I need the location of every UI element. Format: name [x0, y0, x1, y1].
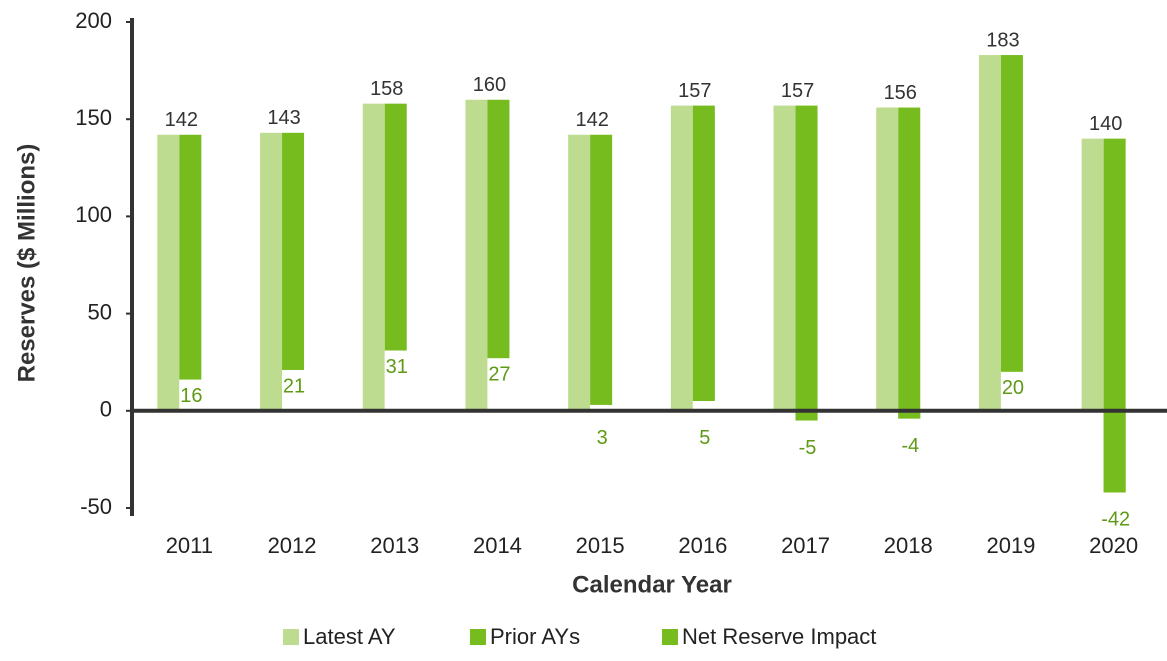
latest-ay-bar: [773, 105, 796, 411]
y-tick-label: 0: [100, 397, 112, 422]
total-label: 156: [884, 82, 917, 104]
legend-label: Net Reserve Impact: [682, 624, 876, 649]
legend-label: Prior AYs: [490, 624, 580, 649]
latest-ay-bar: [670, 105, 693, 411]
latest-ay-bar: [876, 107, 899, 411]
prior-ays-bar: [384, 103, 407, 351]
net-label: 31: [386, 356, 408, 378]
latest-ay-bar: [568, 134, 591, 411]
net-label: 20: [1002, 377, 1024, 399]
latest-ay-bar: [1081, 138, 1104, 411]
net-label: -42: [1101, 509, 1130, 531]
net-impact-bar: [384, 350, 407, 411]
x-tick-label: 2015: [576, 533, 625, 558]
latest-ay-bar: [157, 134, 180, 411]
total-label: 157: [678, 80, 711, 102]
x-tick-label: 2014: [473, 533, 522, 558]
prior-ays-bar: [487, 99, 510, 359]
total-label: 143: [267, 107, 300, 129]
prior-ays-bar: [1000, 55, 1023, 372]
net-impact-bar: [898, 410, 921, 419]
x-tick-label: 2019: [986, 533, 1035, 558]
x-tick-label: 2011: [166, 533, 213, 558]
net-impact-bar: [282, 369, 305, 411]
legend-swatch: [662, 629, 678, 645]
x-tick-label: 2017: [781, 533, 830, 558]
prior-ays-bar: [590, 134, 613, 405]
legend-swatch: [283, 629, 299, 645]
latest-ay-bar: [465, 99, 488, 411]
total-label: 142: [165, 109, 198, 131]
net-label: -5: [799, 437, 817, 459]
net-impact-bar: [1000, 371, 1023, 411]
prior-ays-bar: [179, 134, 202, 380]
total-label: 142: [575, 109, 608, 131]
legend-label: Latest AY: [303, 624, 396, 649]
net-impact-bar: [692, 401, 715, 411]
net-label: 5: [699, 427, 710, 449]
net-label: 21: [283, 375, 305, 397]
legend-swatch: [470, 629, 486, 645]
prior-ays-bar: [1103, 138, 1126, 493]
x-tick-label: 2013: [370, 533, 419, 558]
y-axis-label: Reserves ($ Millions): [13, 144, 40, 383]
x-tick-label: 2018: [884, 533, 933, 558]
net-label: 16: [180, 385, 202, 407]
latest-ay-bar: [260, 132, 283, 411]
x-tick-label: 2016: [678, 533, 727, 558]
prior-ays-bar: [898, 107, 921, 419]
net-impact-bar: [487, 358, 510, 411]
net-label: -4: [901, 435, 919, 457]
net-label: 3: [597, 427, 608, 449]
net-impact-bar: [590, 404, 613, 411]
y-tick-label: 100: [75, 202, 112, 227]
net-impact-bar: [795, 410, 818, 421]
y-tick-label: 50: [88, 299, 112, 324]
x-axis-label: Calendar Year: [572, 571, 732, 598]
x-tick-label: 2012: [268, 533, 317, 558]
net-impact-bar: [179, 379, 202, 411]
prior-ays-bar: [692, 105, 715, 402]
prior-ays-bar: [795, 105, 818, 421]
y-tick-label: 150: [75, 105, 112, 130]
prior-ays-bar: [282, 132, 305, 370]
y-tick-label: -50: [80, 494, 112, 519]
total-label: 183: [986, 29, 1019, 51]
y-tick-label: 200: [75, 8, 112, 33]
x-tick-label: 2020: [1089, 533, 1138, 558]
total-label: 140: [1089, 113, 1122, 135]
total-label: 160: [473, 74, 506, 96]
latest-ay-bar: [362, 103, 385, 411]
total-label: 158: [370, 78, 403, 100]
net-label: 27: [488, 364, 510, 386]
latest-ay-bar: [978, 55, 1001, 411]
net-impact-bar: [1103, 410, 1126, 493]
total-label: 157: [781, 80, 814, 102]
